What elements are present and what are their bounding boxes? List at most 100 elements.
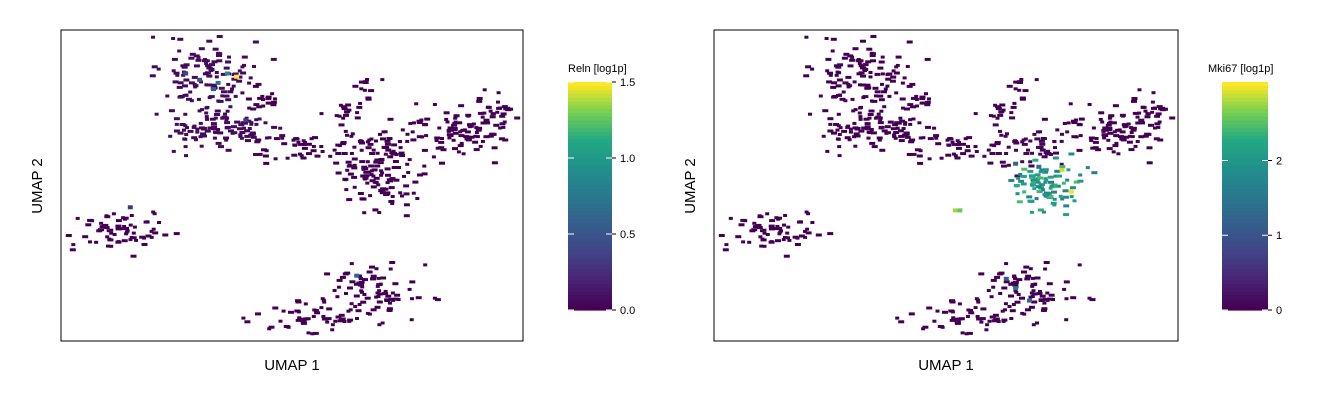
data-point bbox=[901, 106, 905, 110]
data-point bbox=[384, 142, 391, 146]
data-point bbox=[830, 37, 837, 41]
data-point bbox=[1043, 177, 1048, 181]
data-point bbox=[245, 139, 251, 143]
data-point bbox=[450, 128, 455, 132]
data-point bbox=[403, 214, 410, 218]
data-point bbox=[390, 195, 395, 198]
data-point bbox=[1135, 140, 1140, 143]
data-point bbox=[1014, 300, 1021, 304]
data-point bbox=[1042, 193, 1049, 197]
data-point bbox=[1032, 132, 1037, 136]
data-point bbox=[1064, 297, 1069, 301]
data-point bbox=[860, 39, 866, 43]
data-point bbox=[1112, 144, 1119, 148]
data-point bbox=[906, 153, 913, 156]
data-point bbox=[927, 137, 934, 141]
colorbar-segment bbox=[568, 275, 612, 281]
data-point bbox=[183, 63, 190, 67]
data-point bbox=[953, 154, 958, 158]
data-point bbox=[825, 69, 830, 73]
data-point bbox=[94, 240, 99, 244]
colorbar-segment bbox=[568, 150, 612, 155]
data-point bbox=[400, 128, 405, 132]
colorbar-segment bbox=[1222, 89, 1268, 94]
data-point bbox=[880, 72, 885, 76]
data-point bbox=[747, 240, 752, 244]
data-point bbox=[141, 243, 148, 246]
data-point bbox=[991, 114, 996, 118]
data-point bbox=[369, 265, 375, 269]
data-point bbox=[343, 113, 349, 117]
data-point bbox=[1016, 176, 1021, 180]
data-point bbox=[103, 226, 110, 230]
data-point bbox=[1065, 130, 1070, 134]
colorbar-segment bbox=[568, 226, 612, 231]
colorbar-segment bbox=[1222, 135, 1268, 140]
colorbar-segment bbox=[568, 287, 612, 292]
data-point bbox=[885, 84, 890, 88]
data-point bbox=[241, 55, 248, 59]
highlight-point bbox=[1003, 276, 1009, 281]
data-point bbox=[998, 292, 1003, 295]
data-point bbox=[1029, 210, 1034, 214]
data-point bbox=[755, 224, 760, 227]
data-point bbox=[870, 99, 874, 103]
data-point bbox=[182, 93, 189, 97]
data-point bbox=[1047, 175, 1054, 179]
data-point bbox=[232, 72, 239, 76]
colorbar-segment bbox=[568, 230, 612, 235]
data-point bbox=[993, 318, 998, 322]
data-point bbox=[149, 229, 154, 233]
data-point bbox=[463, 135, 470, 139]
highlight-point bbox=[183, 71, 189, 76]
data-point bbox=[85, 223, 92, 227]
data-point bbox=[1154, 122, 1161, 126]
data-point bbox=[1104, 128, 1109, 132]
data-point bbox=[217, 99, 224, 103]
data-point bbox=[973, 112, 978, 116]
data-point bbox=[947, 143, 952, 147]
colorbar-segment bbox=[568, 169, 612, 174]
data-point bbox=[825, 149, 830, 153]
data-point bbox=[265, 101, 270, 105]
data-point bbox=[1156, 105, 1163, 109]
data-point bbox=[241, 316, 246, 320]
data-point bbox=[1008, 282, 1013, 286]
data-point bbox=[1034, 197, 1039, 201]
data-point bbox=[214, 71, 219, 74]
colorbar-segment bbox=[568, 241, 612, 246]
data-point bbox=[357, 303, 362, 306]
data-point bbox=[769, 240, 774, 244]
data-point bbox=[949, 300, 956, 304]
data-point bbox=[362, 293, 367, 296]
data-point bbox=[197, 109, 202, 113]
highlight-point bbox=[127, 205, 133, 210]
data-point bbox=[1009, 317, 1014, 320]
data-point bbox=[995, 105, 1002, 109]
data-point bbox=[303, 141, 307, 144]
data-point bbox=[247, 106, 252, 110]
colorbar-segment bbox=[1222, 82, 1268, 87]
data-point bbox=[171, 149, 176, 153]
data-point bbox=[1028, 164, 1035, 168]
data-point bbox=[871, 99, 878, 103]
data-point bbox=[370, 277, 376, 281]
data-point bbox=[424, 134, 429, 138]
data-point bbox=[1036, 292, 1043, 296]
plot-frame bbox=[60, 29, 524, 342]
colorbar-segment bbox=[1222, 226, 1268, 231]
data-point bbox=[1061, 181, 1066, 185]
data-point bbox=[247, 81, 252, 85]
data-point bbox=[1035, 185, 1042, 189]
data-point bbox=[1146, 161, 1153, 165]
data-point bbox=[1019, 78, 1024, 81]
data-point bbox=[345, 103, 352, 107]
data-point bbox=[342, 320, 347, 323]
data-point bbox=[865, 86, 872, 90]
data-point bbox=[216, 128, 221, 131]
data-point bbox=[999, 103, 1006, 107]
data-point bbox=[467, 123, 472, 127]
data-point bbox=[151, 227, 156, 231]
data-point bbox=[1022, 312, 1027, 316]
data-point bbox=[1034, 78, 1039, 82]
